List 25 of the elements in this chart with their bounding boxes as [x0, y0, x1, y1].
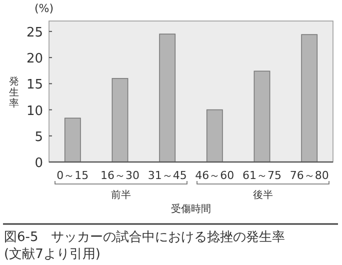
x-tick-label: 16～30: [100, 169, 140, 182]
bar: [112, 78, 128, 162]
text: (文献7より引用): [4, 247, 100, 262]
x-tick-label: 31～45: [148, 169, 187, 182]
y-tick-label: 10: [26, 104, 43, 119]
bar: [301, 34, 318, 162]
text: 後半: [253, 189, 273, 201]
bar: [159, 34, 176, 162]
bar: [254, 70, 270, 162]
y-tick-label: 20: [26, 52, 43, 67]
y-tick-label: 15: [26, 78, 43, 93]
bar: [206, 109, 223, 162]
x-tick-label: 76～80: [290, 169, 329, 182]
y-tick-label: 0: [34, 156, 43, 171]
bar: [64, 118, 81, 162]
x-tick-label: 61～75: [242, 169, 282, 182]
x-tick-label: 0～15: [56, 169, 89, 182]
text: 図6-5 サッカーの試合中における捻挫の発生率: [4, 229, 286, 245]
y-axis-title: 発生率: [9, 76, 19, 110]
y-tick-label: 25: [26, 25, 43, 40]
text: 前半: [111, 189, 131, 201]
x-tick-label: 46～60: [195, 169, 234, 182]
text: (%): [34, 2, 54, 15]
y-tick-label: 5: [34, 130, 43, 145]
x-axis-title: 受傷時間: [171, 203, 211, 215]
